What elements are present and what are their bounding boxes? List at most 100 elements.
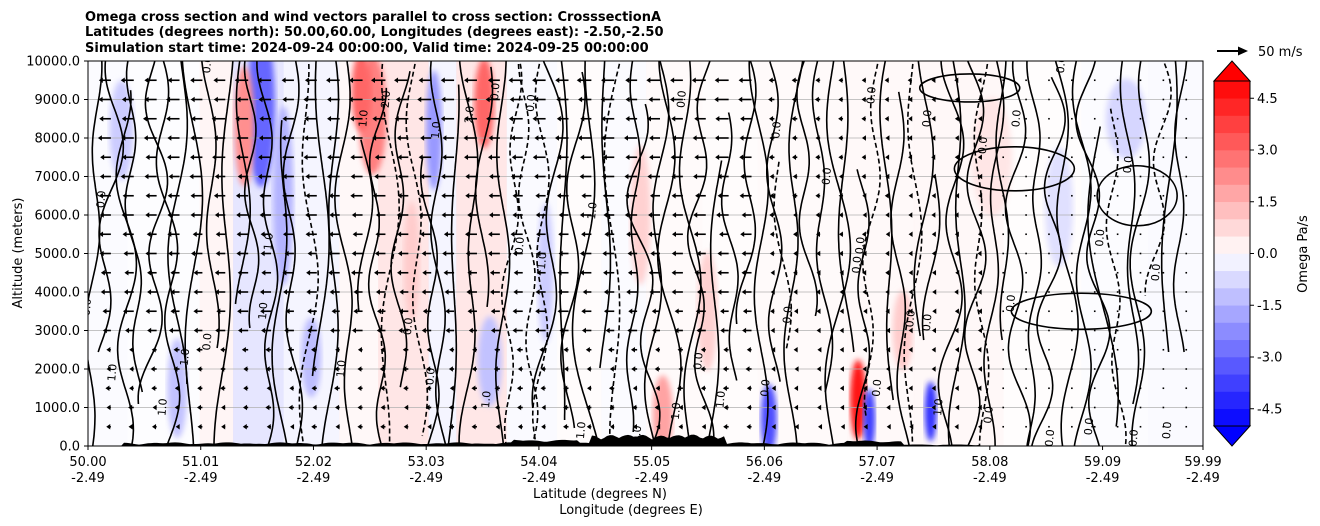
wind-vector-863 (1116, 271, 1119, 274)
wind-vector-336 (465, 173, 477, 180)
wind-vector-689 (908, 327, 913, 334)
wind-vector-430 (581, 192, 592, 199)
wind-vector-725 (954, 366, 959, 372)
wind-vector-head (815, 154, 820, 161)
wind-vector-266 (403, 423, 409, 430)
wind-vector-666 (886, 404, 891, 411)
wind-vector-504 (672, 231, 683, 238)
wind-vector-918 (1185, 310, 1188, 313)
wind-vector-head (167, 135, 172, 141)
wind-vector-head (815, 212, 820, 218)
wind-vector-214 (330, 327, 340, 334)
wind-vector-head (677, 346, 682, 353)
wind-vector-head (700, 366, 705, 372)
wind-vector-130 (211, 115, 226, 122)
wind-vector-284 (394, 77, 409, 84)
wind-vector-144 (236, 212, 249, 218)
wind-vector-head (978, 173, 983, 180)
wind-vector-head (441, 192, 446, 199)
wind-vector-116 (220, 385, 226, 392)
wind-vector-head (885, 212, 890, 218)
wind-vector-head (609, 385, 614, 392)
wind-vector-head (655, 346, 660, 353)
wind-vector-head (465, 192, 470, 199)
wind-vector-head (167, 77, 172, 84)
wind-vector-455 (601, 77, 615, 84)
wind-vector-888 (1139, 156, 1142, 159)
wind-vector-186 (281, 135, 294, 141)
wind-vector-114 (221, 423, 226, 430)
wind-vector-732 (954, 231, 959, 238)
wind-vector-head (908, 173, 913, 180)
wind-vector-head (609, 423, 614, 430)
wind-vector-head (98, 77, 103, 84)
wind-vector-head (717, 192, 722, 199)
contour-line-75 (1087, 126, 1119, 427)
wind-vector-head (862, 404, 867, 411)
wind-vector-149 (235, 115, 249, 122)
wind-vector-head (77, 116, 81, 122)
wind-vector-head (441, 173, 446, 180)
contour-label-10: 0.0 (488, 82, 502, 101)
contour-label-32: 0.0 (758, 379, 772, 398)
wind-vector-482 (649, 289, 661, 295)
wind-vector-head (167, 154, 172, 161)
wind-vector-head (720, 327, 725, 334)
wind-vector-head (465, 96, 470, 103)
contour-line-47 (735, 61, 757, 325)
wind-vector-786 (1025, 291, 1027, 293)
wind-vector-84 (170, 269, 180, 276)
wind-vector-750 (977, 250, 982, 257)
wind-vector-head (123, 250, 128, 257)
wind-vector-329 (467, 308, 477, 315)
wind-vector-729 (954, 289, 959, 295)
wind-vector-head (420, 231, 425, 238)
wind-vector-53 (121, 135, 134, 141)
x-tick-label-lat-9: 59.09 (1084, 455, 1121, 470)
wind-vector-head (464, 154, 469, 161)
wind-vector-head (75, 193, 79, 199)
wind-vector-907 (1162, 156, 1165, 159)
wind-vector-543 (716, 212, 729, 218)
wind-vector-641 (838, 154, 844, 161)
wind-vector-head (884, 96, 889, 103)
wind-vector-head (816, 327, 821, 334)
wind-vector-head (237, 308, 242, 315)
wind-vector-head (237, 269, 242, 276)
wind-vector-491 (646, 115, 661, 122)
wind-vector-head (601, 135, 606, 141)
wind-vector-16 (77, 116, 88, 122)
wind-vector-head (472, 404, 477, 411)
wind-vector-head (510, 173, 515, 180)
wind-vector-168 (259, 115, 272, 122)
wind-vector-head (954, 115, 959, 122)
wind-vector-267 (404, 404, 409, 411)
wind-vector-head (738, 96, 743, 103)
wind-vector-head (170, 289, 175, 295)
wind-vector-637 (838, 231, 844, 238)
wind-vector-29 (99, 231, 111, 238)
wind-vector-472 (625, 115, 638, 122)
omega-contours (88, 61, 1188, 446)
wind-vector-head (494, 385, 499, 392)
wind-vector-head (144, 173, 149, 180)
wind-vector-206 (304, 115, 317, 122)
wind-vector-546 (715, 154, 729, 161)
wind-vector-head (885, 135, 890, 141)
wind-vector-head (442, 154, 447, 161)
wind-vector-head (862, 269, 867, 276)
contour-label-4: 1.0 (261, 232, 275, 251)
wind-vector-head (648, 231, 653, 238)
wind-vector-587 (768, 96, 775, 103)
wind-vector-99 (196, 346, 203, 353)
wind-vector-677 (884, 192, 889, 199)
wind-vector-447 (604, 231, 615, 238)
wind-vector-83 (170, 289, 180, 295)
wind-vector-head (235, 192, 240, 199)
wind-vector-head (839, 327, 844, 334)
wind-vector-224 (327, 135, 340, 141)
wind-vector-162 (260, 231, 272, 238)
contour-label-18: 0.0 (920, 109, 934, 128)
wind-vector-head (954, 154, 959, 161)
